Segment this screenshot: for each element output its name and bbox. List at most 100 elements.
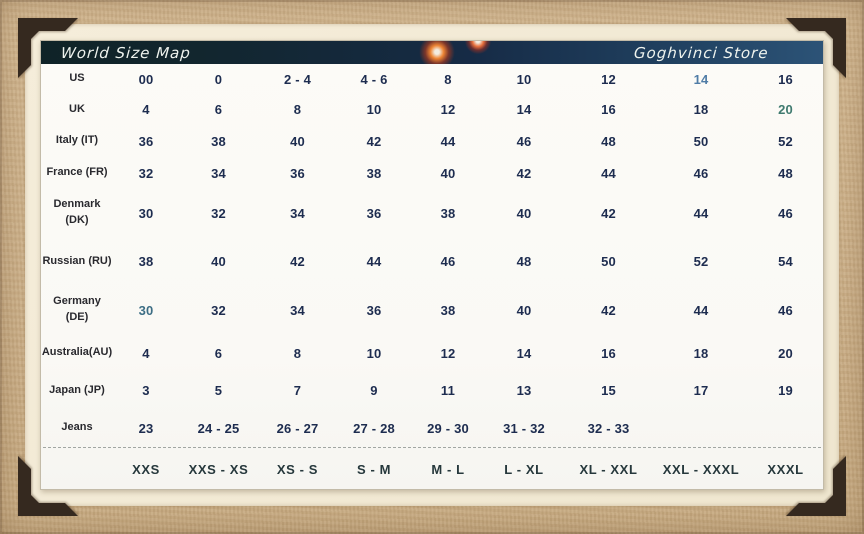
- size-cell: 52: [778, 133, 793, 149]
- size-label: XXL - XXXL: [662, 461, 740, 477]
- table-row: Jeans 23 24 - 25 26 - 27 27 - 28 29 - 30 31 - …: [41, 409, 823, 447]
- size-cell: 10: [366, 345, 382, 361]
- size-cell: 42: [290, 254, 305, 269]
- size-cell: 44: [366, 254, 382, 269]
- photo-corner-top-right-icon: [786, 18, 846, 78]
- size-cell: 23: [138, 420, 154, 436]
- size-cell: 18: [693, 102, 709, 117]
- size-label: M - L: [431, 461, 465, 477]
- row-label: France (FR): [46, 166, 108, 179]
- size-cell: 42: [601, 302, 616, 318]
- size-cell: 00: [138, 71, 154, 87]
- size-cell: 44: [440, 133, 456, 149]
- size-cell: 42: [366, 133, 382, 149]
- size-cell: 2 - 4: [283, 71, 311, 87]
- size-cell: 44: [601, 165, 616, 181]
- size-cell: 38: [440, 205, 456, 221]
- size-cell: 10: [516, 71, 532, 87]
- size-cell: 11: [440, 383, 456, 398]
- size-cell: 46: [516, 133, 532, 149]
- row-label: Germany (DE): [53, 295, 101, 323]
- photo-corner-top-left-icon: [18, 18, 78, 78]
- size-cell: 16: [778, 71, 793, 87]
- size-cell: 0: [214, 71, 223, 87]
- table-row: Australia(AU) 4 6 8 10 12 14 16 18 20: [41, 334, 823, 372]
- size-cell: 3: [142, 383, 150, 398]
- size-cell: 34: [211, 165, 226, 181]
- table-row: Germany (DE) 30 32 34 36 38 40 42 44 46: [41, 286, 823, 334]
- size-cell: 40: [516, 205, 532, 221]
- size-cell: 44: [693, 205, 709, 221]
- light-flare-icon: [419, 41, 455, 64]
- table-row: Japan (JP) 3 5 7 9 11 13 15 17 19: [41, 372, 823, 409]
- size-cell: 12: [440, 345, 456, 361]
- size-cell: 38: [366, 165, 382, 181]
- size-cell: 6: [214, 102, 223, 117]
- size-cell: 6: [214, 345, 223, 361]
- size-cell: 38: [440, 302, 456, 318]
- size-cell: 12: [440, 102, 456, 117]
- size-cell: 44: [693, 302, 709, 318]
- chart-header: World Size Map Goghvinci Store: [41, 41, 823, 64]
- size-cell: 14: [516, 102, 532, 117]
- size-cell: 40: [211, 254, 226, 269]
- size-cell: 48: [516, 254, 532, 269]
- table-row: Denmark (DK) 30 32 34 36 38 40 42 44 46: [41, 189, 823, 237]
- size-cell: 48: [601, 133, 616, 149]
- size-cell: 54: [778, 254, 793, 269]
- size-cell: 36: [290, 165, 305, 181]
- size-cell: 46: [778, 205, 793, 221]
- size-cell: 24 - 25: [197, 420, 240, 436]
- size-cell: 7: [293, 383, 302, 398]
- store-name: Goghvinci Store: [633, 43, 770, 62]
- size-cell: 40: [290, 133, 305, 149]
- size-cell: 29 - 30: [427, 420, 469, 436]
- chart-title: World Size Map: [60, 43, 192, 62]
- table-row: Italy (IT) 36 38 40 42 44 46 48 50 52: [41, 125, 823, 157]
- size-cell: 38: [211, 133, 226, 149]
- size-cell: 20: [778, 102, 793, 117]
- size-cell: 36: [366, 205, 382, 221]
- row-label: Russian (RU): [42, 254, 112, 267]
- size-label: L - XL: [504, 461, 544, 477]
- size-cell: 48: [778, 165, 793, 181]
- size-cell: 50: [601, 254, 616, 269]
- size-cell: 20: [778, 345, 793, 361]
- size-cell: 12: [601, 71, 616, 87]
- size-cell: 31 - 32: [503, 420, 545, 436]
- light-flare-icon: [465, 41, 491, 54]
- size-cell: 10: [366, 102, 382, 117]
- size-label: XXXL: [767, 461, 804, 477]
- size-label-row: XXS XXS - XS XS - S S - M M - L L - XL XL - XX…: [41, 448, 823, 490]
- size-cell: 14: [693, 71, 709, 87]
- size-label: XXS: [132, 461, 160, 477]
- size-cell: 50: [693, 133, 709, 149]
- size-cell: 30: [138, 205, 154, 221]
- size-chart-panel: World Size Map Goghvinci Store US 00 0 2 - …: [40, 40, 824, 490]
- size-cell: 40: [516, 302, 532, 318]
- size-cell: 14: [516, 345, 532, 361]
- size-cell: 16: [601, 102, 616, 117]
- size-cell: 36: [366, 302, 382, 318]
- size-cell: 46: [440, 254, 456, 269]
- table-row: Russian (RU) 38 40 42 44 46 48 50 52 54: [41, 237, 823, 286]
- size-cell: 8: [293, 345, 302, 361]
- size-cell: 32 - 33: [587, 420, 630, 436]
- row-label: Denmark (DK): [53, 198, 101, 226]
- size-cell: 8: [293, 102, 302, 117]
- size-cell: 52: [693, 254, 709, 269]
- size-cell: 17: [693, 383, 709, 398]
- size-cell: 30: [138, 302, 154, 318]
- size-cell: 5: [214, 383, 223, 398]
- size-cell: 34: [290, 302, 305, 318]
- row-label: Jeans: [61, 421, 93, 434]
- size-cell: 4: [142, 345, 150, 361]
- photo-corner-bottom-right-icon: [786, 456, 846, 516]
- size-cell: 8: [444, 71, 452, 87]
- size-label: XL - XXL: [579, 461, 638, 477]
- size-cell: 13: [516, 383, 532, 398]
- size-cell: 42: [516, 165, 532, 181]
- size-cell: 36: [138, 133, 154, 149]
